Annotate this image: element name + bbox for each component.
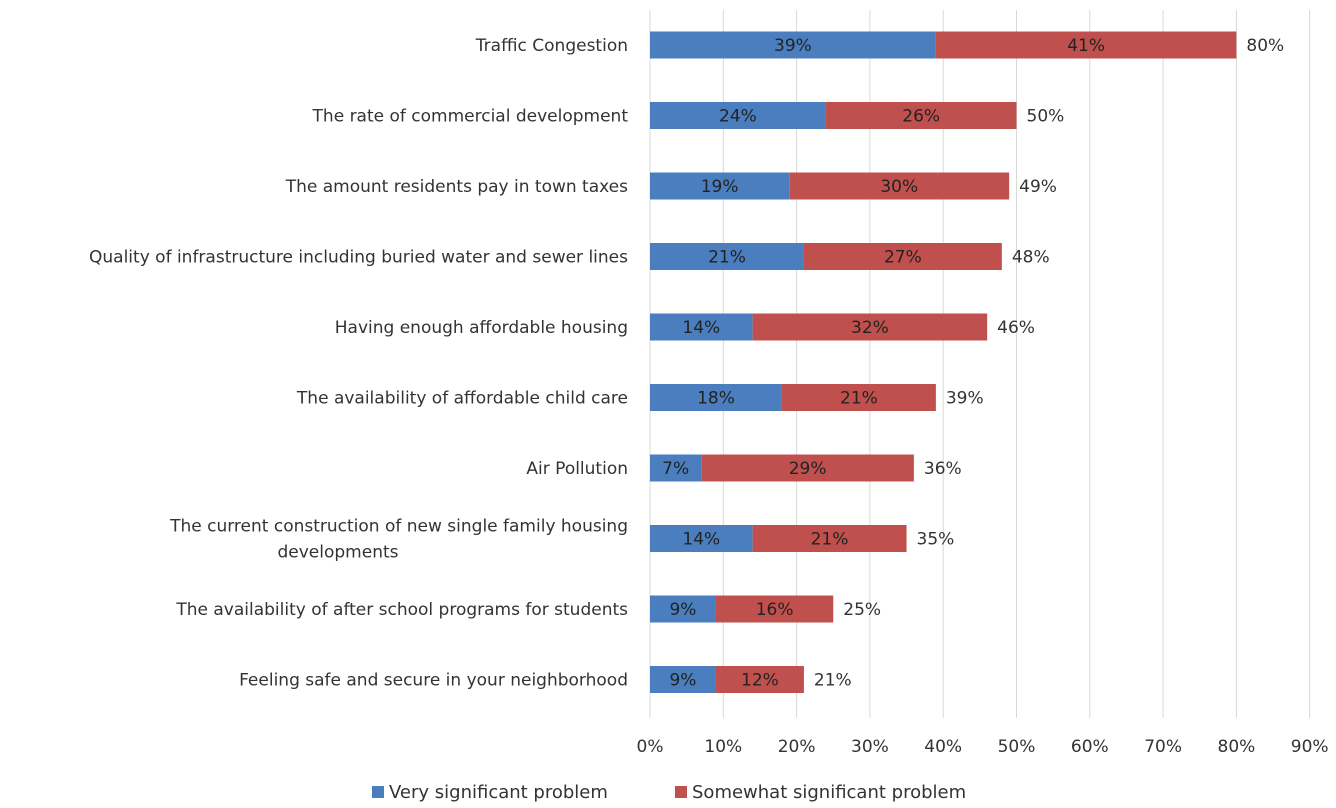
category-labels: Traffic Congestion The rate of commercial… [89, 36, 628, 691]
x-tick-label: 90% [1291, 737, 1329, 757]
bar-value-label: 7% [662, 459, 689, 479]
bar-segment-somewhat-significant [781, 384, 936, 411]
bar-total-label: 39% [946, 389, 984, 409]
bar-value-label: 21% [840, 389, 878, 409]
bar-value-label: 24% [719, 107, 757, 127]
bar-total-label: 49% [1019, 177, 1057, 197]
legend-swatch [372, 786, 384, 798]
category-label: Having enough affordable housing [335, 318, 628, 338]
x-tick-label: 10% [704, 737, 742, 757]
bars: 39% 41% 80% 24% 26% 50% 19% 30% 49% 21% 27% 48% 14% 3… [650, 31, 1284, 693]
bar-total-label: 35% [917, 530, 955, 550]
x-axis-ticks: 0% 10% 20% 30% 40% 50% 60% 70% 80% 90% [637, 737, 1329, 757]
x-tick-label: 80% [1218, 737, 1256, 757]
bar-value-label: 12% [741, 671, 779, 691]
bar-value-label: 19% [701, 177, 739, 197]
bar-value-label: 30% [880, 177, 918, 197]
bar-segment-very-significant [650, 666, 716, 693]
category-label: The availability of affordable child car… [296, 389, 628, 409]
category-label: Air Pollution [526, 459, 628, 479]
bar-total-label: 48% [1012, 248, 1050, 268]
legend-swatch [675, 786, 687, 798]
bar-segment-somewhat-significant [715, 666, 804, 693]
bar-value-label: 21% [708, 248, 746, 268]
legend-label: Very significant problem [389, 782, 608, 803]
bar-segment-somewhat-significant [935, 31, 1237, 59]
bar-value-label: 9% [669, 600, 696, 620]
bar-total-label: 80% [1246, 36, 1284, 56]
x-tick-label: 0% [637, 737, 664, 757]
category-label: The current construction of new single f… [169, 517, 628, 537]
category-label: Traffic Congestion [475, 36, 628, 56]
bar-value-label: 39% [774, 36, 812, 56]
category-label: developments [277, 543, 398, 563]
x-tick-label: 70% [1144, 737, 1182, 757]
bar-segment-very-significant [650, 31, 936, 59]
bar-value-label: 14% [682, 318, 720, 338]
category-label: Feeling safe and secure in your neighbor… [239, 671, 628, 691]
bar-value-label: 29% [789, 459, 827, 479]
bar-segment-somewhat-significant [803, 243, 1002, 270]
x-tick-label: 40% [924, 737, 962, 757]
x-tick-label: 50% [998, 737, 1036, 757]
bar-segment-very-significant [650, 454, 702, 482]
bar-value-label: 21% [811, 530, 849, 550]
category-label: Quality of infrastructure including buri… [89, 248, 628, 268]
category-label: The availability of after school program… [175, 600, 628, 620]
bar-value-label: 9% [669, 671, 696, 691]
bar-value-label: 27% [884, 248, 922, 268]
bar-segment-very-significant [650, 384, 782, 411]
bar-total-label: 50% [1027, 107, 1065, 127]
bar-value-label: 26% [902, 107, 940, 127]
bar-segment-very-significant [650, 525, 753, 552]
bar-value-label: 18% [697, 389, 735, 409]
bar-segment-somewhat-significant [715, 595, 834, 623]
x-tick-label: 60% [1071, 737, 1109, 757]
bar-total-label: 21% [814, 671, 852, 691]
bar-total-label: 46% [997, 318, 1035, 338]
bar-segment-very-significant [650, 172, 790, 200]
bar-segment-very-significant [650, 595, 716, 623]
bar-segment-somewhat-significant [701, 454, 914, 482]
legend: Very significant problem Somewhat signifi… [372, 782, 966, 803]
x-tick-label: 30% [851, 737, 889, 757]
bar-value-label: 41% [1067, 36, 1105, 56]
bar-total-label: 36% [924, 459, 962, 479]
bar-value-label: 14% [682, 530, 720, 550]
category-label: The amount residents pay in town taxes [285, 177, 628, 197]
bar-total-label: 25% [843, 600, 881, 620]
x-tick-label: 20% [778, 737, 816, 757]
bar-segment-somewhat-significant [752, 525, 907, 552]
bar-segment-very-significant [650, 243, 804, 270]
bar-segment-somewhat-significant [825, 102, 1017, 129]
category-label: The rate of commercial development [312, 107, 629, 127]
bar-segment-very-significant [650, 102, 826, 129]
bar-value-label: 16% [756, 600, 794, 620]
bar-segment-very-significant [650, 313, 753, 341]
bar-value-label: 32% [851, 318, 889, 338]
bar-segment-somewhat-significant [752, 313, 988, 341]
bar-segment-somewhat-significant [789, 172, 1010, 200]
legend-label: Somewhat significant problem [692, 782, 966, 803]
